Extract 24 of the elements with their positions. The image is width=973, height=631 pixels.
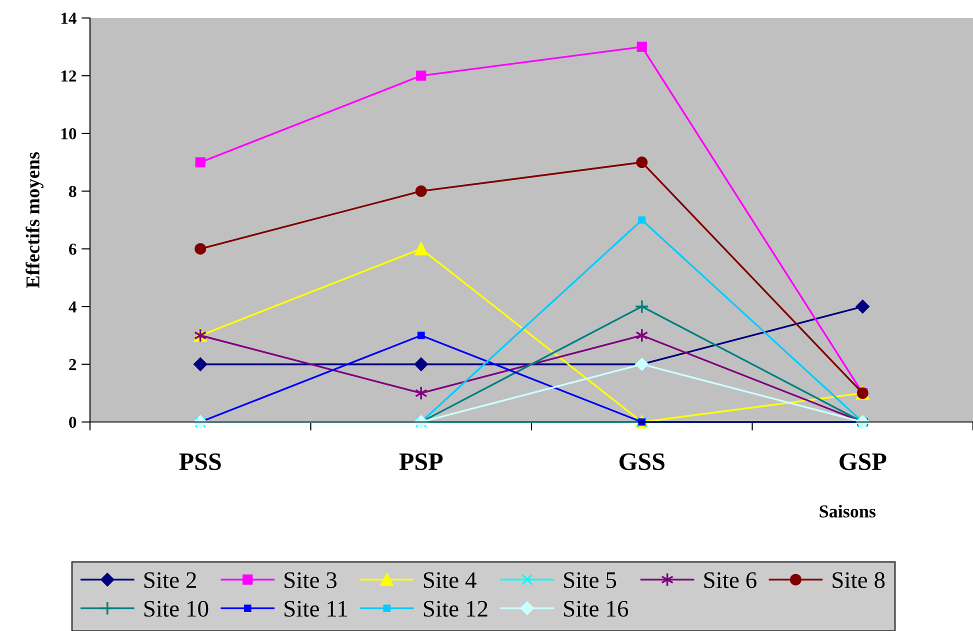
- legend-label: Site 5: [564, 572, 616, 588]
- legend-label: Site 11: [284, 600, 347, 617]
- y-tick-label: 12: [61, 70, 76, 82]
- y-tick-label: 4: [68, 301, 76, 312]
- y-axis-title: Effectifs moyens: [26, 152, 44, 288]
- legend-label: Site 16: [564, 600, 628, 617]
- x-tick-label: PSS: [179, 453, 221, 470]
- y-tick-label: 0: [69, 416, 76, 428]
- x-axis-title: Saisons: [820, 504, 876, 518]
- x-tick-label: PSP: [399, 453, 443, 470]
- y-tick-label: 10: [61, 128, 76, 140]
- legend-label: Site 3: [284, 572, 337, 588]
- y-tick-label: 2: [69, 359, 76, 370]
- x-tick-label: GSS: [619, 453, 664, 470]
- legend-label: Site 4: [424, 572, 476, 588]
- legend-label: Site 8: [832, 572, 885, 588]
- legend-label: Site 2: [144, 572, 196, 588]
- y-tick-label: 6: [69, 244, 76, 255]
- legend-label: Site 12: [424, 600, 488, 617]
- y-tick-label: 8: [69, 186, 76, 198]
- x-tick-label: GSP: [840, 453, 886, 470]
- y-tick-label: 14: [61, 12, 76, 24]
- legend-label: Site 6: [704, 572, 756, 588]
- legend-label: Site 10: [144, 600, 208, 617]
